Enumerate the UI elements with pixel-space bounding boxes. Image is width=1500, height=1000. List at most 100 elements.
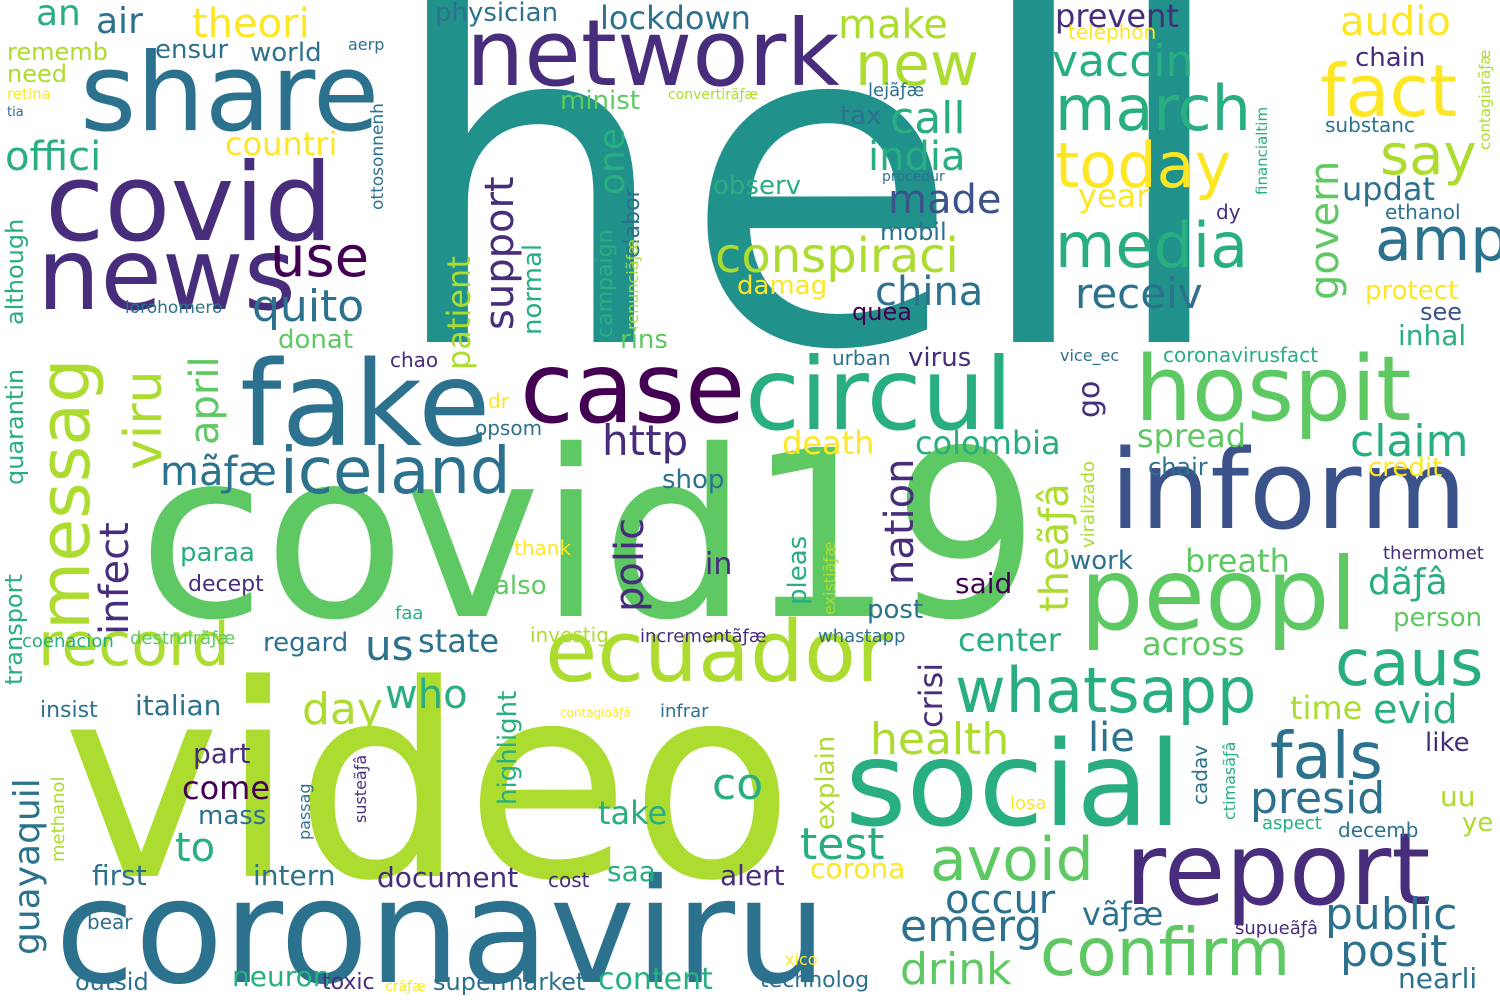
word-aerp: aerp — [348, 35, 385, 54]
word-destruiraae: destruirãƒæ — [130, 628, 236, 649]
word-contagiaraae: contagiarãƒæ — [1476, 49, 1494, 150]
word-amp: amp — [1375, 205, 1500, 275]
word-financialtim: financialtim — [1253, 106, 1271, 195]
word-prevent: prevent — [1055, 0, 1179, 35]
word-public: public — [1325, 889, 1458, 940]
word-receiv: receiv — [1075, 269, 1203, 318]
word-need: need — [7, 60, 67, 88]
word-retina: retina — [7, 85, 51, 103]
word-lorohomero: lorohomero — [125, 298, 223, 318]
word-test: test — [800, 819, 885, 870]
word-alert: alert — [720, 859, 785, 892]
word-made: made — [888, 177, 1002, 223]
word-govern: govern — [1302, 160, 1348, 300]
word-physician: physician — [435, 0, 559, 28]
word-report: report — [1125, 811, 1431, 928]
word-virus: virus — [908, 343, 972, 373]
word-polic: polic — [607, 517, 653, 612]
word-said: said — [955, 567, 1013, 600]
word-conspiraci: conspiraci — [715, 228, 959, 284]
word-circul: circul — [745, 336, 1013, 453]
word-italian: italian — [135, 689, 222, 722]
word-fact: fact — [1320, 49, 1458, 133]
word-chair: chair — [1148, 453, 1208, 481]
word-claim: claim — [1350, 416, 1469, 467]
word-nation: nation — [877, 458, 923, 585]
word-minist: minist — [560, 86, 640, 116]
word-hell: hell — [386, 0, 1242, 449]
word-patient: patient — [440, 256, 478, 370]
word-intern: intern — [253, 859, 336, 892]
word-xico: xico — [785, 950, 818, 969]
word-http: http — [602, 416, 689, 465]
word-record: record — [38, 610, 230, 680]
word-corona: corona — [810, 852, 906, 885]
word-whatsapp: whatsapp — [955, 654, 1257, 727]
word-peopl: peopl — [1080, 536, 1358, 653]
word-video: video — [62, 628, 795, 940]
word-although: although — [1, 218, 29, 325]
word-lockdown: lockdown — [600, 0, 751, 37]
word-go: go — [1072, 380, 1107, 418]
word-state: state — [418, 622, 500, 660]
word-evid: evid — [1373, 687, 1458, 733]
word-passag: passag — [295, 783, 314, 840]
word-say: say — [1380, 123, 1477, 188]
word-avoid: avoid — [930, 825, 1094, 895]
word-transport: transport — [0, 574, 28, 685]
word-come: come — [182, 769, 271, 807]
word-infrar: infrar — [660, 701, 709, 722]
word-caus: caus — [1335, 627, 1484, 701]
word-us: us — [365, 621, 414, 670]
word-quea: quea — [852, 298, 912, 326]
word-india: india — [868, 134, 966, 180]
word-in: in — [705, 547, 733, 582]
word-tia: tia — [7, 105, 24, 120]
word-renunciaae: renunciãƒæ — [623, 239, 642, 330]
word-vaccin: vaccin — [1052, 36, 1194, 87]
word-see: see — [1420, 298, 1463, 326]
word-media: media — [1055, 209, 1249, 282]
word-pleas: pleas — [783, 535, 813, 605]
word-telephon: telephon — [1068, 20, 1157, 44]
word-case: case — [520, 332, 746, 446]
word-thermomet: thermomet — [1383, 543, 1484, 564]
word-viralizado: viralizado — [1078, 460, 1099, 548]
word-make: make — [838, 2, 948, 48]
word-presid: presid — [1250, 773, 1386, 824]
word-inhal: inhal — [1398, 319, 1467, 352]
word-social: social — [845, 715, 1182, 853]
word-nearli: nearli — [1398, 962, 1478, 995]
word-opsom: opsom — [475, 416, 543, 440]
word-an: an — [36, 0, 81, 34]
word-supueaa: supueãƒâ — [1235, 918, 1319, 939]
word-rins: rins — [620, 325, 668, 355]
word-cost: cost — [548, 868, 590, 892]
word-posit: posit — [1340, 926, 1448, 977]
word-content: content — [598, 962, 713, 997]
word-ottosonnenh: ottosonnenh — [368, 103, 388, 210]
word-fals: fals — [1270, 720, 1383, 794]
word-investig: investig — [530, 623, 609, 647]
word-chain: chain — [1355, 43, 1426, 73]
word-ethanol: ethanol — [1385, 200, 1461, 224]
word-vice-ec: vice_ec — [1060, 346, 1120, 365]
word-emerg: emerg — [900, 901, 1043, 952]
word-center: center — [958, 621, 1061, 659]
word-shop: shop — [662, 465, 725, 495]
word-craae: crãƒæ — [385, 979, 426, 995]
word-day: day — [302, 684, 383, 735]
word-death: death — [782, 424, 875, 462]
word-dr: dr — [488, 389, 509, 413]
word-one: one — [592, 128, 633, 195]
word-also: also — [494, 571, 547, 601]
word-cadav: cadav — [1188, 744, 1212, 805]
word-coronaviru: coronaviru — [55, 848, 827, 1000]
word-across: across — [1142, 625, 1245, 663]
word-inform: inform — [1110, 426, 1467, 554]
word-share: share — [80, 31, 380, 156]
word-to: to — [175, 825, 216, 871]
word-toxic: toxic — [322, 970, 375, 995]
word-march: march — [1055, 72, 1251, 145]
